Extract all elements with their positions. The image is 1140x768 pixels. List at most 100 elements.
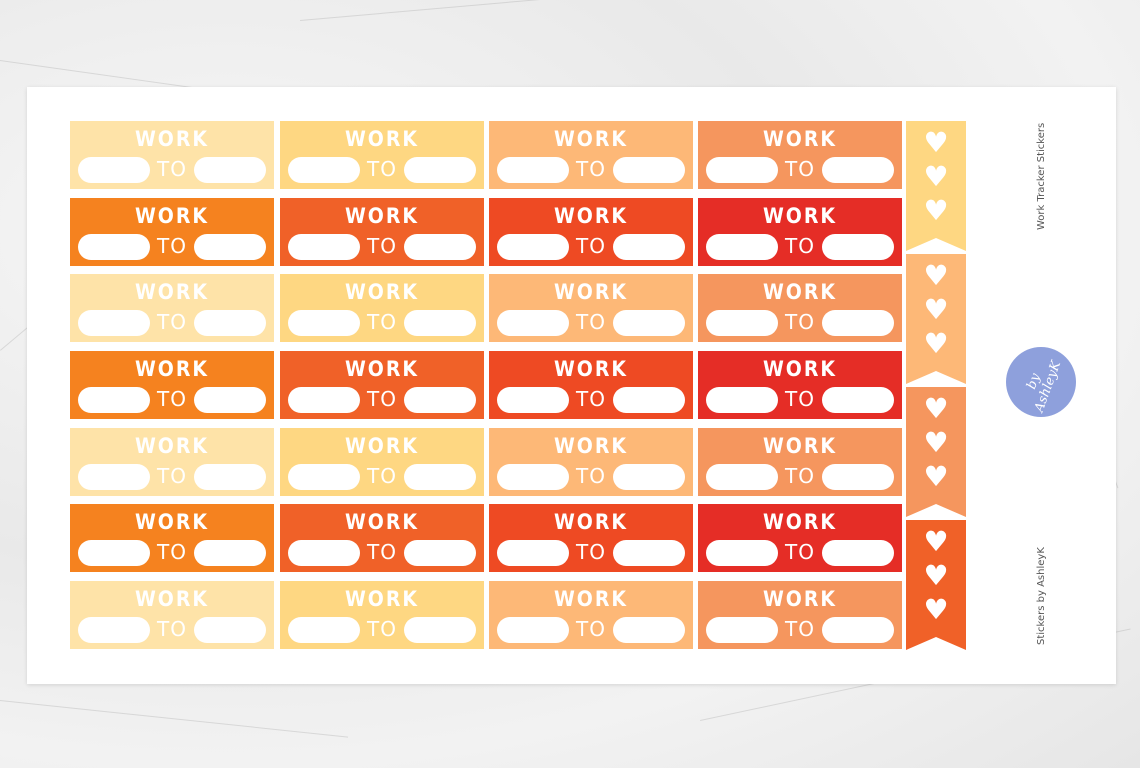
start-time-blank: [497, 387, 569, 413]
work-tracker-sticker: WORK TO: [70, 274, 274, 342]
heart-icon: ♥: [923, 327, 949, 360]
sticker-work-label: WORK: [553, 280, 629, 304]
heart-icon: ♥: [923, 392, 949, 425]
sticker-work-label: WORK: [134, 587, 210, 611]
sheet-credit: Stickers by AshleyK: [1036, 547, 1047, 645]
start-time-blank: [288, 157, 360, 183]
heart-flag-sticker: ♥ ♥ ♥: [906, 254, 966, 384]
end-time-blank: [194, 310, 266, 336]
sticker-work-label: WORK: [762, 510, 838, 534]
work-tracker-sticker: WORK TO: [489, 198, 693, 266]
sticker-work-label: WORK: [553, 587, 629, 611]
sticker-work-label: WORK: [762, 434, 838, 458]
sticker-work-label: WORK: [553, 434, 629, 458]
sticker-to-label: TO: [157, 310, 187, 334]
sticker-work-label: WORK: [762, 127, 838, 151]
work-tracker-sticker: WORK TO: [489, 121, 693, 189]
end-time-blank: [404, 464, 476, 490]
work-tracker-sticker: WORK TO: [70, 198, 274, 266]
heart-icon: ♥: [923, 426, 949, 459]
end-time-blank: [613, 464, 685, 490]
sticker-work-label: WORK: [344, 434, 420, 458]
start-time-blank: [288, 310, 360, 336]
start-time-blank: [288, 617, 360, 643]
sticker-work-label: WORK: [344, 357, 420, 381]
sticker-to-label: TO: [157, 234, 187, 258]
marble-vein: [0, 700, 349, 738]
sticker-to-label: TO: [367, 464, 397, 488]
sticker-work-label: WORK: [553, 357, 629, 381]
sticker-to-label: TO: [576, 464, 606, 488]
end-time-blank: [194, 540, 266, 566]
sticker-to-label: TO: [157, 617, 187, 641]
work-tracker-sticker: WORK TO: [280, 121, 484, 189]
end-time-blank: [822, 157, 894, 183]
start-time-blank: [497, 234, 569, 260]
start-time-blank: [78, 464, 150, 490]
work-tracker-sticker: WORK TO: [280, 504, 484, 572]
work-tracker-sticker: WORK TO: [698, 428, 902, 496]
end-time-blank: [404, 234, 476, 260]
work-tracker-sticker: WORK TO: [280, 428, 484, 496]
heart-icon: ♥: [923, 460, 949, 493]
sticker-work-label: WORK: [134, 204, 210, 228]
end-time-blank: [194, 234, 266, 260]
end-time-blank: [404, 617, 476, 643]
work-tracker-sticker: WORK TO: [698, 274, 902, 342]
sticker-to-label: TO: [785, 310, 815, 334]
sticker-work-label: WORK: [134, 434, 210, 458]
start-time-blank: [706, 234, 778, 260]
sticker-to-label: TO: [576, 387, 606, 411]
sticker-to-label: TO: [576, 540, 606, 564]
sticker-to-label: TO: [157, 540, 187, 564]
start-time-blank: [706, 157, 778, 183]
sticker-work-label: WORK: [553, 204, 629, 228]
work-tracker-sticker: WORK TO: [698, 504, 902, 572]
work-tracker-sticker: WORK TO: [70, 581, 274, 649]
start-time-blank: [497, 540, 569, 566]
start-time-blank: [288, 540, 360, 566]
work-tracker-sticker: WORK TO: [489, 428, 693, 496]
work-tracker-sticker: WORK TO: [698, 581, 902, 649]
brand-logo: by AshleyK: [1006, 347, 1076, 417]
end-time-blank: [194, 464, 266, 490]
start-time-blank: [78, 157, 150, 183]
sticker-to-label: TO: [576, 310, 606, 334]
work-tracker-sticker: WORK TO: [70, 121, 274, 189]
end-time-blank: [822, 540, 894, 566]
end-time-blank: [194, 157, 266, 183]
end-time-blank: [822, 617, 894, 643]
heart-icon: ♥: [923, 126, 949, 159]
sticker-to-label: TO: [367, 617, 397, 641]
sticker-to-label: TO: [367, 157, 397, 181]
start-time-blank: [706, 540, 778, 566]
start-time-blank: [78, 234, 150, 260]
heart-flag-sticker: ♥ ♥ ♥: [906, 520, 966, 650]
end-time-blank: [404, 540, 476, 566]
marble-vein: [300, 0, 799, 21]
sticker-work-label: WORK: [762, 587, 838, 611]
sticker-work-label: WORK: [344, 587, 420, 611]
sticker-to-label: TO: [785, 540, 815, 564]
end-time-blank: [194, 617, 266, 643]
sticker-work-label: WORK: [344, 204, 420, 228]
sticker-to-label: TO: [157, 387, 187, 411]
end-time-blank: [194, 387, 266, 413]
sticker-work-label: WORK: [553, 127, 629, 151]
sticker-work-label: WORK: [134, 357, 210, 381]
heart-flag-sticker: ♥ ♥ ♥: [906, 121, 966, 251]
start-time-blank: [706, 464, 778, 490]
work-tracker-sticker: WORK TO: [70, 504, 274, 572]
start-time-blank: [78, 387, 150, 413]
start-time-blank: [497, 464, 569, 490]
sticker-to-label: TO: [785, 617, 815, 641]
start-time-blank: [78, 310, 150, 336]
heart-flag-sticker: ♥ ♥ ♥: [906, 387, 966, 517]
sheet-title: Work Tracker Stickers: [1036, 122, 1047, 230]
work-tracker-sticker: WORK TO: [489, 351, 693, 419]
end-time-blank: [822, 387, 894, 413]
sticker-work-label: WORK: [134, 127, 210, 151]
sticker-work-label: WORK: [762, 204, 838, 228]
heart-icon: ♥: [923, 293, 949, 326]
start-time-blank: [288, 387, 360, 413]
